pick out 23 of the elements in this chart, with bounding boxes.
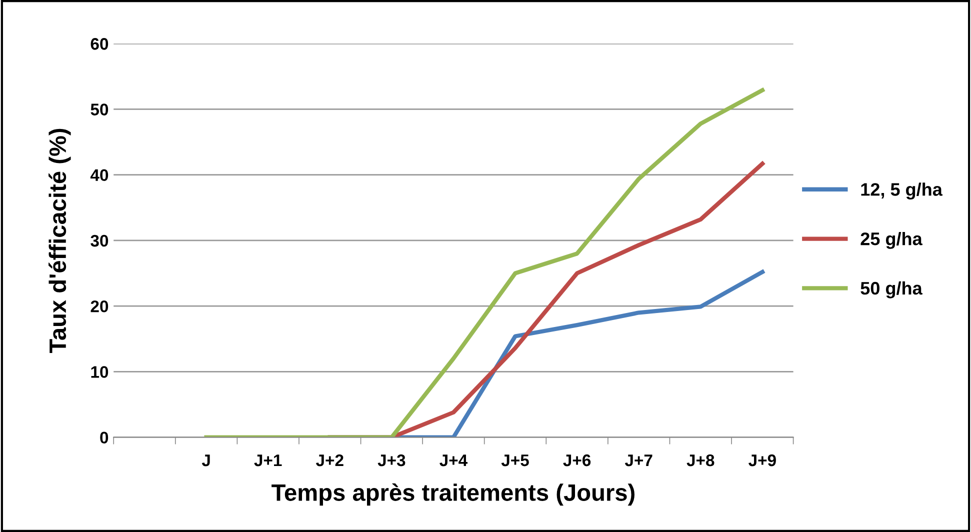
legend-label: 25 g/ha [860, 232, 922, 249]
x-tick-label: J+7 [624, 454, 652, 466]
x-tick-label: J+2 [316, 454, 344, 466]
y-tick-label: 0 [100, 432, 108, 444]
x-axis-title: Temps après traitements (Jours) [272, 483, 634, 506]
y-tick-label: 30 [90, 234, 108, 247]
x-tick-label: J+9 [748, 454, 776, 466]
y-tick-label: 40 [90, 169, 108, 182]
x-tick-label: J+6 [563, 454, 591, 466]
y-tick-label: 20 [90, 300, 108, 312]
x-tick-label: J+1 [254, 454, 282, 466]
x-tick-label: J+5 [501, 454, 529, 466]
y-tick-label: 50 [90, 104, 108, 116]
y-axis-title: Taux d'éfficacité (%) [48, 128, 71, 353]
line-series [204, 88, 764, 438]
y-tick-label: 10 [91, 366, 108, 378]
x-tick-label: J+4 [440, 454, 468, 466]
y-tick-label: 60 [90, 38, 108, 50]
legend-label: 50 g/ha [860, 281, 922, 298]
legend-label: 12, 5 g/ha [861, 182, 943, 200]
x-tick-label: J+3 [378, 454, 406, 466]
x-tick-label: J+8 [686, 454, 714, 466]
x-tick-label: J [202, 454, 210, 466]
